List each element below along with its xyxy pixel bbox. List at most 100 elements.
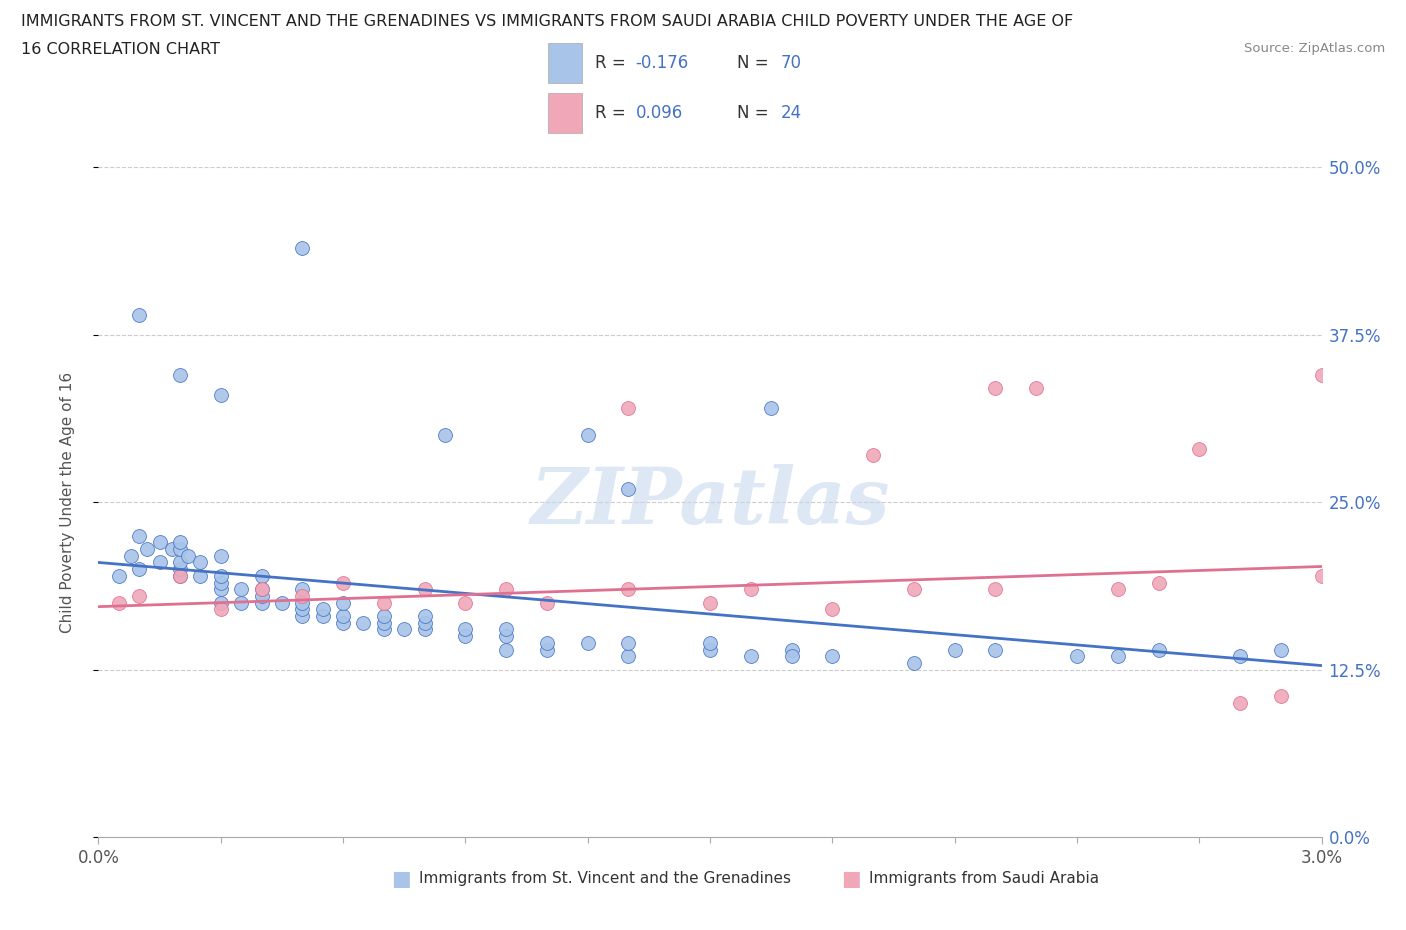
Point xyxy=(160,541,183,556)
Point xyxy=(149,535,172,550)
Point xyxy=(862,448,884,463)
Text: 24: 24 xyxy=(780,104,801,122)
Text: N =: N = xyxy=(737,54,773,72)
Point xyxy=(454,622,477,637)
Point xyxy=(903,582,925,597)
Point xyxy=(984,582,1007,597)
Point xyxy=(903,656,925,671)
Text: 0.096: 0.096 xyxy=(636,104,683,122)
Point xyxy=(169,568,191,583)
Point xyxy=(352,616,374,631)
Point xyxy=(433,428,456,443)
Point xyxy=(1107,582,1129,597)
Point xyxy=(149,555,172,570)
Point xyxy=(177,549,200,564)
Point xyxy=(1310,367,1333,382)
Point xyxy=(617,401,640,416)
Point xyxy=(1107,649,1129,664)
Point xyxy=(821,602,844,617)
Point xyxy=(291,240,314,255)
Point xyxy=(291,589,314,604)
Point xyxy=(332,608,354,623)
Point xyxy=(373,622,395,637)
Point xyxy=(188,555,212,570)
Text: 70: 70 xyxy=(780,54,801,72)
Text: R =: R = xyxy=(595,104,631,122)
Point xyxy=(250,589,273,604)
Point xyxy=(617,582,640,597)
Point xyxy=(136,541,159,556)
Point xyxy=(209,582,232,597)
Point xyxy=(392,622,416,637)
Point xyxy=(291,595,314,610)
Point xyxy=(169,367,191,382)
Text: ■: ■ xyxy=(841,869,860,889)
FancyBboxPatch shape xyxy=(548,43,582,83)
Point xyxy=(108,595,131,610)
Point xyxy=(169,535,191,550)
Point xyxy=(169,555,191,570)
Point xyxy=(128,562,150,577)
Text: Immigrants from St. Vincent and the Grenadines: Immigrants from St. Vincent and the Gren… xyxy=(419,871,792,886)
Point xyxy=(270,595,292,610)
Point xyxy=(108,568,131,583)
Text: ZIPatlas: ZIPatlas xyxy=(530,464,890,540)
Point xyxy=(454,629,477,644)
Point xyxy=(617,482,640,497)
Text: 16 CORRELATION CHART: 16 CORRELATION CHART xyxy=(21,42,221,57)
Point xyxy=(120,549,142,564)
Point xyxy=(332,595,354,610)
Point xyxy=(231,595,253,610)
Text: ■: ■ xyxy=(391,869,411,889)
Point xyxy=(128,589,150,604)
Point xyxy=(576,635,599,650)
Point xyxy=(1310,568,1333,583)
Point xyxy=(1229,696,1251,711)
Point xyxy=(169,562,191,577)
Point xyxy=(495,629,517,644)
Text: IMMIGRANTS FROM ST. VINCENT AND THE GRENADINES VS IMMIGRANTS FROM SAUDI ARABIA C: IMMIGRANTS FROM ST. VINCENT AND THE GREN… xyxy=(21,14,1073,29)
Point xyxy=(1188,441,1211,456)
Point xyxy=(780,649,803,664)
Point xyxy=(495,582,517,597)
Point xyxy=(128,528,150,543)
Point xyxy=(576,428,599,443)
Point xyxy=(291,582,314,597)
Text: R =: R = xyxy=(595,54,631,72)
Point xyxy=(291,602,314,617)
Point xyxy=(128,307,150,322)
Point xyxy=(740,649,762,664)
Point xyxy=(373,608,395,623)
Point xyxy=(332,575,354,590)
Point xyxy=(943,642,966,657)
Text: N =: N = xyxy=(737,104,773,122)
Point xyxy=(780,642,803,657)
Point xyxy=(291,608,314,623)
Point xyxy=(209,549,232,564)
Point xyxy=(413,608,436,623)
Point xyxy=(332,616,354,631)
Point xyxy=(536,642,558,657)
Point xyxy=(1270,642,1292,657)
Point xyxy=(1025,381,1047,396)
Point xyxy=(740,582,762,597)
Point xyxy=(495,622,517,637)
Point xyxy=(984,642,1007,657)
Point xyxy=(250,595,273,610)
Text: -0.176: -0.176 xyxy=(636,54,689,72)
Point xyxy=(699,635,721,650)
Point xyxy=(821,649,844,664)
Point xyxy=(536,595,558,610)
Point xyxy=(454,595,477,610)
Point xyxy=(495,642,517,657)
Point xyxy=(413,582,436,597)
Point xyxy=(209,388,232,403)
Point xyxy=(617,635,640,650)
Point xyxy=(699,642,721,657)
Point xyxy=(311,602,335,617)
Point xyxy=(984,381,1007,396)
Point xyxy=(413,616,436,631)
Point xyxy=(209,575,232,590)
Point xyxy=(209,602,232,617)
Text: Immigrants from Saudi Arabia: Immigrants from Saudi Arabia xyxy=(869,871,1099,886)
